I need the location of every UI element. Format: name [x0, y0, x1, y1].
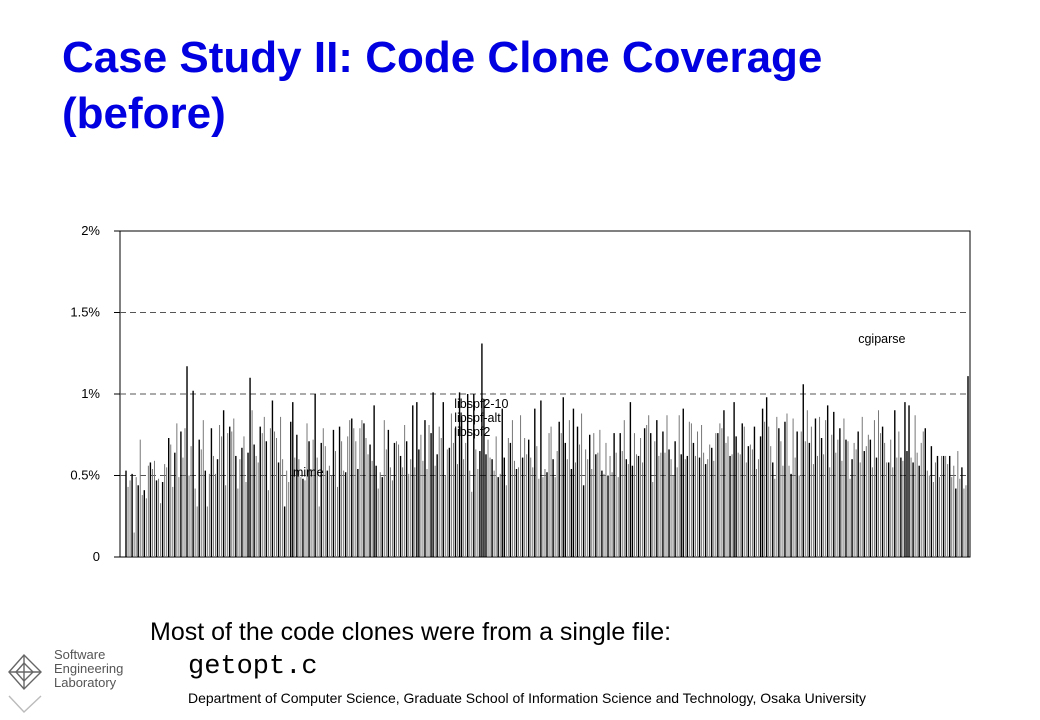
- lab-logo-icon: [8, 653, 42, 713]
- annotation-label: mime: [293, 465, 324, 479]
- annotation-label: cgiparse: [858, 332, 905, 346]
- bars: [125, 343, 969, 557]
- annotation-line: libspf-alt: [454, 411, 501, 425]
- annotation-line: cgiparse: [858, 332, 905, 346]
- y-tick-label: 0: [93, 549, 100, 564]
- annotation-line: libspf2-10: [454, 397, 508, 411]
- y-tick-label: 0.5%: [70, 468, 100, 483]
- footer-text: Department of Computer Science, Graduate…: [188, 690, 867, 706]
- annotation-line: mime: [293, 465, 324, 479]
- slide-title: Case Study II: Code Clone Coverage (befo…: [62, 33, 823, 138]
- lab-logo: Software Engineering Laboratory: [6, 648, 124, 718]
- lab-logo-text: Software Engineering Laboratory: [54, 647, 124, 690]
- code-filename: getopt.c: [188, 652, 318, 682]
- clone-coverage-chart: 0 0.5% 1% 1.5% 2% mime libspf2-10 libspf-alt li…: [70, 223, 971, 564]
- annotations: mime libspf2-10 libspf-alt libspf2 cgiparse: [293, 332, 906, 480]
- y-ticks: 0 0.5% 1% 1.5% 2%: [70, 223, 120, 564]
- y-tick-label: 2%: [81, 223, 100, 238]
- body-text: Most of the code clones were from a sing…: [150, 618, 672, 646]
- y-tick-label: 1%: [81, 386, 100, 401]
- annotation-label: libspf2-10 libspf-alt libspf2: [454, 397, 508, 439]
- y-tick-label: 1.5%: [70, 305, 100, 320]
- annotation-line: libspf2: [454, 425, 490, 439]
